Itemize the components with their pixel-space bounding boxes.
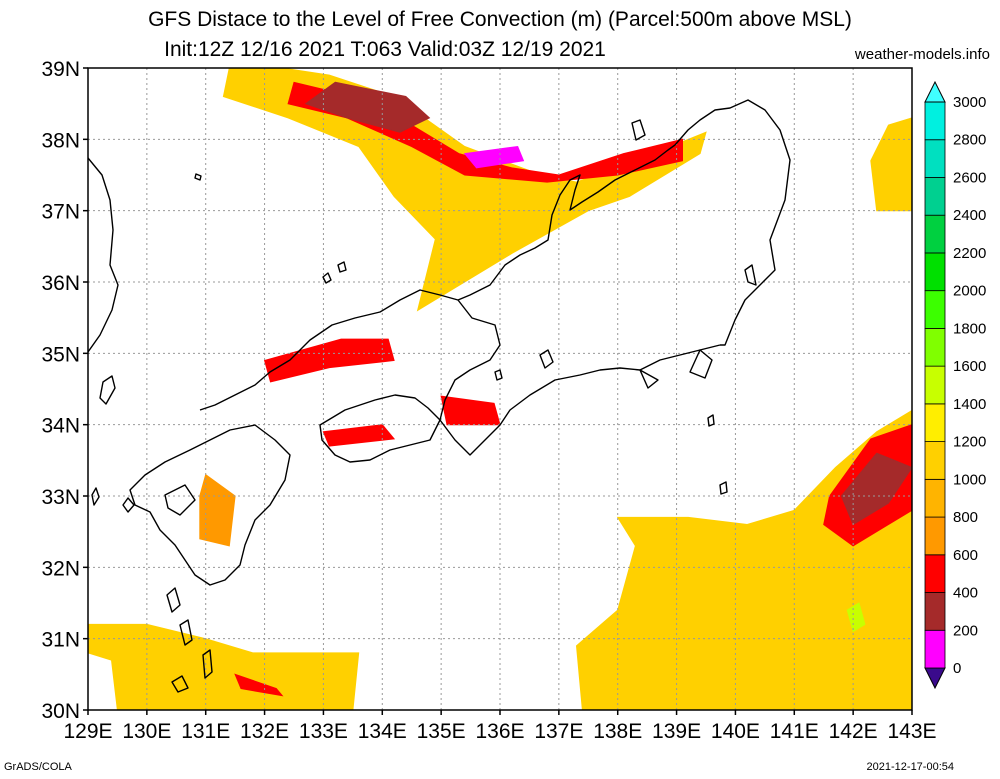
colorbar-label: 1200: [953, 434, 986, 451]
y-tick-label: 38N: [41, 129, 80, 152]
colorbar-label: 2400: [953, 207, 986, 224]
colorbar-label: 1600: [953, 358, 986, 375]
colorbar-segment: [924, 252, 946, 292]
colorbar-label: 2600: [953, 169, 986, 186]
x-tick-label: 143E: [887, 720, 936, 743]
y-tick-label: 34N: [41, 415, 80, 438]
field-region-tanegashima-red: [234, 673, 284, 697]
x-tick-label: 137E: [534, 720, 583, 743]
y-tick-label: 39N: [41, 58, 80, 81]
y-tick-label: 32N: [41, 557, 80, 580]
y-tick-label: 35N: [41, 343, 80, 366]
colorbar-segment: [924, 139, 946, 178]
y-tick-label: 37N: [41, 201, 80, 224]
colorbar-segment: [924, 554, 946, 593]
x-tick-label: 140E: [711, 720, 760, 743]
colorbar: 0 200 400 600 800 1000 1200 1400 1600 1800 2000 220…: [924, 80, 986, 690]
field-region-pacific-east: [575, 409, 912, 710]
field-region-chugoku-band: [263, 338, 395, 383]
coastlines: [88, 99, 791, 693]
x-tick-label: 132E: [240, 720, 289, 743]
colorbar-label: 0: [953, 660, 961, 677]
x-tick-label: 133E: [299, 720, 348, 743]
colorbar-segment: [924, 592, 946, 631]
x-tick-label: 130E: [122, 720, 171, 743]
colorbar-segment: [924, 214, 946, 254]
field-region-shikoku-red: [322, 424, 396, 447]
footer-timestamp: 2021-12-17-00:54: [866, 761, 954, 773]
field-region-pacific-east-highlight: [846, 602, 866, 633]
footer-grads: GrADS/COLA: [4, 761, 72, 773]
colorbar-segment: [924, 327, 946, 367]
colorbar-label: 3000: [953, 94, 986, 111]
title-line-1: GFS Distace to the Level of Free Convect…: [148, 8, 852, 31]
colorbar-label: 2200: [953, 245, 986, 262]
colorbar-segment: [924, 177, 946, 216]
x-tick-label: 134E: [358, 720, 407, 743]
colorbar-label: 1800: [953, 320, 986, 337]
colorbar-label: 2800: [953, 132, 986, 149]
colorbar-segment: [924, 290, 946, 329]
credit-text: weather-models.info: [854, 46, 990, 63]
title-line-2: Init:12Z 12/16 2021 T:063 Valid:03Z 12/1…: [0, 38, 1000, 62]
colorbar-segment: [924, 101, 946, 141]
colorbar-segment: [924, 365, 946, 405]
gridlines: [88, 68, 912, 710]
init-valid-text: Init:12Z 12/16 2021 T:063 Valid:03Z 12/1…: [164, 38, 606, 61]
colorbar-label: 800: [953, 509, 978, 526]
x-tick-label: 129E: [63, 720, 112, 743]
field-region-southwest-ocean: [88, 623, 360, 710]
colorbar-label: 600: [953, 547, 978, 564]
colorbar-segment: [924, 403, 946, 443]
colorbar-label: 1400: [953, 396, 986, 413]
colorbar-segment: [924, 516, 946, 556]
field-region-pacific-east-brown: [840, 452, 912, 526]
x-tick-label: 139E: [652, 720, 701, 743]
colorbar-over-arrow: [924, 80, 946, 103]
field-layer: [88, 68, 912, 710]
colorbar-segment: [924, 629, 946, 669]
colorbar-segment: [924, 441, 946, 480]
y-tick-label: 33N: [41, 486, 80, 509]
x-tick-label: 135E: [417, 720, 466, 743]
field-region-kyushu-band: [199, 473, 236, 547]
colorbar-under-arrow: [924, 667, 946, 690]
x-tick-label: 138E: [593, 720, 642, 743]
x-tick-label: 131E: [181, 720, 230, 743]
colorbar-label: 400: [953, 585, 978, 602]
y-axis: 30N 31N 32N 33N 34N 35N 36N 37N 38N 39N: [41, 58, 88, 723]
colorbar-segment: [924, 478, 946, 518]
colorbar-label: 200: [953, 622, 978, 639]
colorbar-label: 1000: [953, 471, 986, 488]
x-tick-label: 141E: [770, 720, 819, 743]
colorbar-label: 2000: [953, 283, 986, 300]
y-tick-label: 36N: [41, 272, 80, 295]
x-tick-label: 142E: [829, 720, 878, 743]
y-tick-label: 30N: [41, 700, 80, 723]
x-axis: 129E 130E 131E 132E 133E 134E 135E 136E 137E 138E…: [63, 710, 937, 743]
y-tick-label: 31N: [41, 629, 80, 652]
x-tick-label: 136E: [475, 720, 524, 743]
field-region-sea-of-japan-brown: [304, 81, 431, 133]
